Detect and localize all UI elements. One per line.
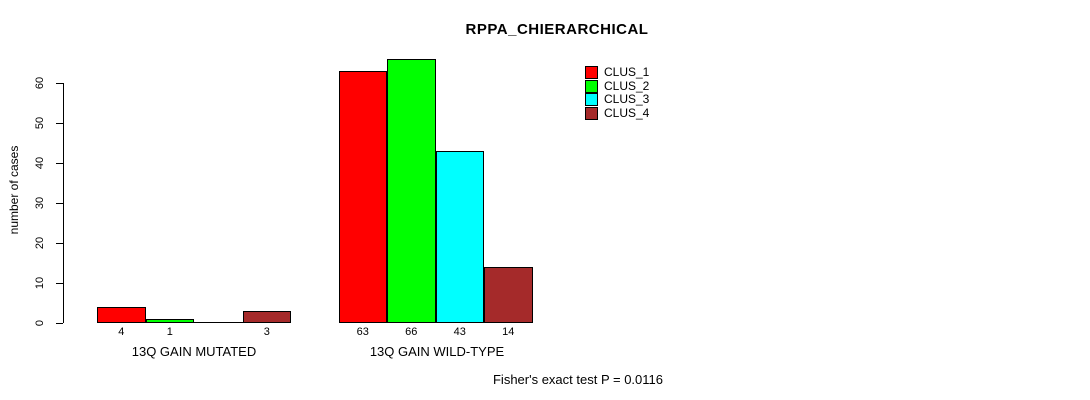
annotation-text: Fisher's exact test P = 0.0116 [492,372,663,387]
chart-title: RPPA_CHIERARCHICAL [465,21,649,38]
legend-swatch [585,93,598,107]
bar-clus_3-group2 [435,151,484,323]
bar-clus_2-group2 [387,59,436,323]
legend-label: CLUS_3 [604,92,650,107]
bar-clus_1-group1 [97,307,146,323]
bar-value-label: 43 [453,326,466,338]
legend-label: CLUS_1 [604,65,650,80]
legend-item-clus_4: CLUS_4 [585,107,649,121]
legend-swatch [585,79,598,93]
bar-clus_2-group1 [145,319,194,323]
y-tick-label: 60 [34,76,46,90]
legend-swatch [585,66,598,80]
y-tick-label: 30 [34,196,46,210]
bar-value-label: 66 [405,326,418,338]
y-tick [56,283,63,284]
x-category-label-mutated: 13Q GAIN MUTATED [131,344,257,359]
y-tick [56,243,63,244]
legend: CLUS_1 CLUS_2 CLUS_3 CLUS_4 [585,66,650,121]
y-tick-label: 40 [34,156,46,170]
legend-item-clus_1: CLUS_1 [585,66,649,80]
y-tick [56,83,63,84]
bar-clus_1-group2 [338,71,387,323]
legend-swatch [585,107,598,121]
y-tick [56,203,63,204]
bar-value-label: 3 [263,326,270,338]
bar-value-label: 1 [166,326,173,338]
y-tick-label: 0 [34,319,46,327]
legend-label: CLUS_4 [604,106,650,121]
legend-label: CLUS_2 [604,78,650,93]
y-tick-label: 50 [34,116,46,130]
y-tick-label: 20 [34,236,46,250]
y-axis-title: number of cases [7,145,21,235]
bar-clus_3-group1 [194,322,243,323]
bar-value-label: 63 [356,326,369,338]
bar-clus_4-group1 [242,311,291,323]
y-tick [56,163,63,164]
x-category-label-wild-type: 13Q GAIN WILD-TYPE [369,344,505,359]
y-axis-line [63,83,64,323]
y-tick-label: 10 [34,276,46,290]
legend-item-clus_2: CLUS_2 [585,78,650,94]
bar-value-label: 4 [118,326,125,338]
y-tick [56,123,63,124]
bar-clus_4-group2 [484,267,533,323]
y-tick [56,323,63,324]
legend-item-clus_3: CLUS_3 [585,93,649,107]
bar-value-label: 14 [502,326,515,338]
